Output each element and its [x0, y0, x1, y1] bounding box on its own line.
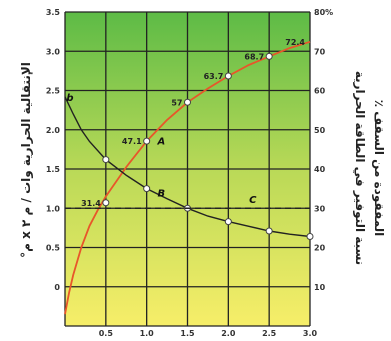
right-tick-label: 60	[314, 87, 326, 96]
series-layer	[64, 40, 314, 315]
x-tick-label: 1.0	[140, 329, 155, 338]
data-label: 63.7	[204, 72, 224, 81]
series-marker-A	[224, 72, 232, 80]
left-tick-label: 2.5	[46, 87, 61, 96]
right-tick-label: 70	[314, 47, 326, 56]
data-label: 72.4	[285, 38, 305, 47]
series-marker-A	[102, 199, 110, 207]
series-marker-A	[143, 137, 151, 145]
right-tick-label: 20	[314, 244, 326, 253]
series-marker-B	[265, 227, 273, 235]
left-tick-label: 0.5	[46, 244, 61, 253]
series-marker-B	[102, 156, 110, 164]
right-tick-label: 50	[314, 126, 326, 135]
x-tick-label: 2.5	[262, 329, 277, 338]
curve-label-b: b	[66, 93, 73, 104]
left-tick-label: 1.5	[46, 165, 61, 174]
right-axis-ticks: 10 20 30 40 50 60 70 80%	[314, 8, 333, 292]
right-tick-label: 80%	[314, 8, 333, 17]
right-tick-label: 40	[314, 165, 326, 174]
data-labels: 31.4 47.1 57 63.7 68.7 72.4	[81, 38, 305, 208]
curve-label-C: C	[249, 195, 257, 206]
x-tick-label: 0.5	[99, 329, 114, 338]
right-axis-title-line2: المفقودة من السقف ٪	[371, 100, 386, 237]
series-line-B	[64, 96, 311, 238]
series-marker-A	[184, 98, 191, 106]
data-label: 68.7	[244, 52, 264, 61]
curve-label-B: B	[158, 189, 166, 200]
left-tick-label: 3.0	[46, 47, 61, 56]
left-axis-title: الإنتقالية الحرارية وات / م ٢ x م°	[19, 62, 34, 258]
x-tick-label: 1.5	[180, 329, 195, 338]
right-tick-label: 30	[314, 204, 326, 213]
series-marker-B	[224, 218, 232, 226]
series-marker-B	[143, 185, 151, 193]
left-axis-ticks: 0 0.5 1.0 1.5 2.0 2.5 3.0 3.5	[46, 8, 61, 292]
right-tick-label: 10	[314, 283, 326, 292]
x-axis-ticks: 0.5 1.0 1.5 2.0 2.5 3.0	[99, 329, 318, 338]
left-tick-label: 2.0	[46, 126, 61, 135]
data-label: 47.1	[122, 137, 142, 146]
left-tick-label: 1.0	[46, 204, 61, 213]
right-axis-title-line1: نسبة التوفير في الطاقة الحرارية	[352, 71, 367, 265]
x-tick-label: 3.0	[303, 329, 318, 338]
left-tick-label: 3.5	[46, 8, 61, 17]
data-label: 31.4	[81, 199, 101, 208]
curve-labels: b A B C	[66, 93, 257, 206]
left-tick-label: 0	[54, 283, 60, 292]
curve-label-A: A	[156, 137, 165, 148]
data-label: 57	[171, 98, 182, 107]
series-marker-A	[265, 52, 273, 60]
x-tick-label: 2.0	[221, 329, 236, 338]
series-marker-B	[306, 233, 314, 241]
